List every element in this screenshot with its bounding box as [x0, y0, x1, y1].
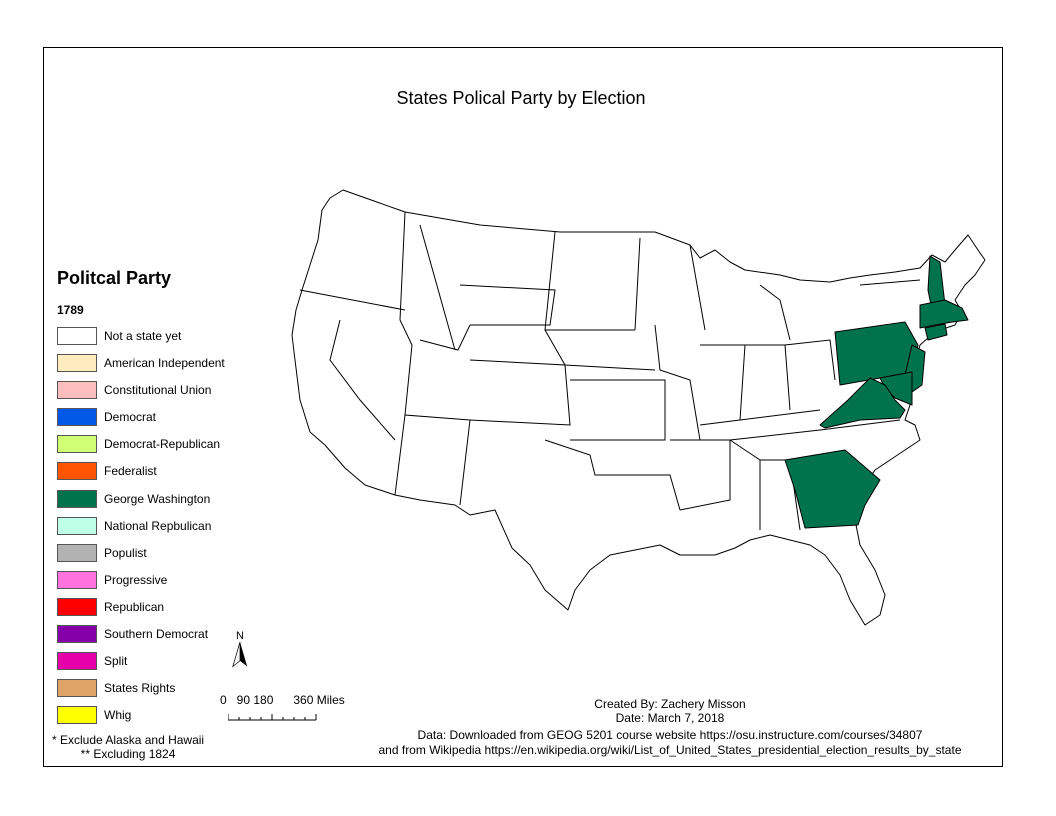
legend-swatch: [57, 570, 97, 589]
created-date: Date: March 7, 2018: [615, 711, 725, 725]
legend-swatch: [57, 408, 97, 427]
legend-label: American Independent: [104, 356, 225, 371]
map-title: States Polical Party by Election: [396, 88, 646, 108]
legend-swatch: [57, 327, 97, 345]
legend-swatch: [57, 462, 97, 481]
legend-label: Constitutional Union: [104, 383, 212, 398]
scale-bar-label: 0 90 180 360 Miles: [220, 693, 345, 707]
legend-swatch: [57, 706, 97, 725]
legend-swatch: [57, 543, 97, 562]
source-line-1: Data: Downloaded from GEOG 5201 course w…: [417, 728, 923, 742]
legend-label: Federalist: [104, 464, 157, 479]
legend-label: Democrat: [104, 410, 157, 425]
scale-bar: 0 90 180 360 Miles: [220, 693, 345, 725]
state-connecticut: [924, 323, 948, 341]
credits: Created By: Zachery Misson Date: March 7…: [560, 697, 780, 725]
legend-swatch: [57, 652, 97, 671]
legend-swatch: [57, 516, 97, 535]
legend-label: Democrat-Republican: [104, 437, 221, 452]
north-arrow-icon: [232, 642, 248, 668]
map-frame: [43, 47, 1003, 767]
legend-title: Politcal Party: [57, 268, 172, 288]
note-exclude-ak-hi: * Exclude Alaska and Hawaii: [52, 733, 205, 747]
note-exclude-1824: ** Excluding 1824: [80, 747, 176, 761]
legend-label: Republican: [104, 599, 165, 614]
legend-label: Populist: [104, 545, 147, 560]
map-notes: * Exclude Alaska and Hawaii ** Excluding…: [52, 733, 204, 761]
legend-swatch: [57, 435, 97, 454]
created-by: Created By: Zachery Misson: [594, 697, 746, 711]
legend-swatch: [57, 489, 97, 508]
legend-label: Split: [104, 654, 128, 669]
legend-swatch: [57, 381, 97, 400]
legend-swatch: [57, 597, 97, 616]
source-line-2: and from Wikipedia https://en.wikipedia.…: [378, 743, 962, 757]
state-virginia: [819, 377, 906, 429]
legend-label: George Washington: [104, 491, 211, 506]
legend-year: 1789: [57, 303, 84, 317]
north-label: N: [236, 630, 244, 642]
legend-label: Not a state yet: [104, 329, 182, 343]
data-source: Data: Downloaded from GEOG 5201 course w…: [330, 728, 1010, 758]
legend-swatch: [57, 354, 97, 373]
legend-label: Whig: [104, 708, 132, 723]
legend-label: Southern Democrat: [104, 627, 209, 642]
state-massachusetts: [919, 299, 969, 329]
legend-swatch: [57, 625, 97, 644]
scale-bar-ruler: [228, 714, 317, 721]
legend-label: States Rights: [104, 681, 176, 696]
legend-label: Progressive: [104, 572, 168, 587]
legend-label: National Repbulican: [104, 518, 212, 533]
legend-swatch: [57, 679, 97, 698]
state-georgia: [784, 449, 881, 529]
